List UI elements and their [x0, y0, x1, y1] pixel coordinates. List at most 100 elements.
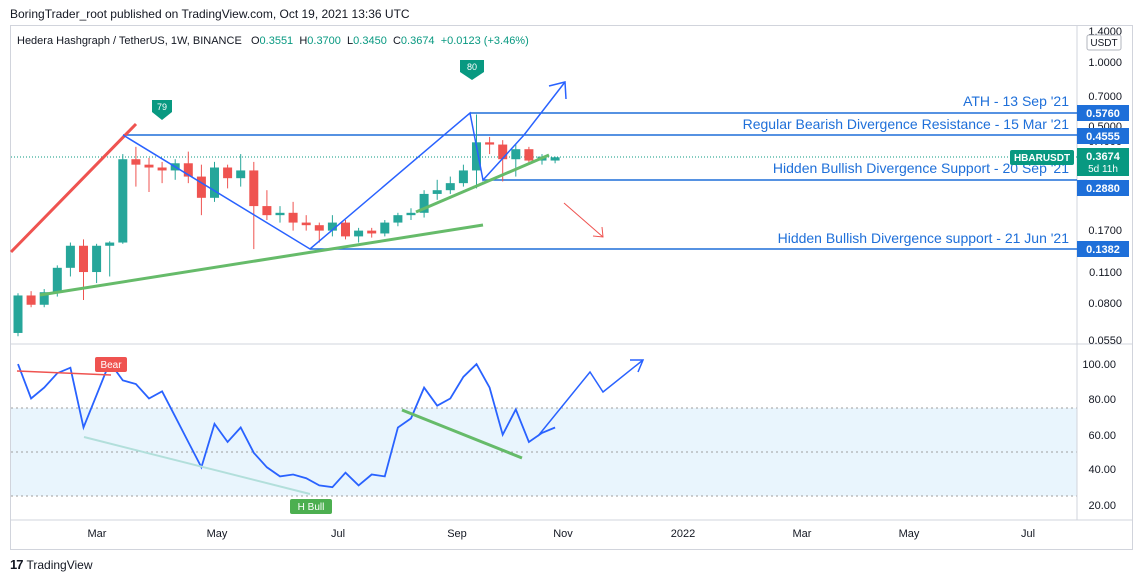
chart-frame: [10, 25, 1133, 550]
candle: [65, 242, 75, 277]
candle-body: [511, 149, 521, 160]
price-level-label: 0.5760: [1077, 105, 1129, 121]
price-tick-label: 0.0800: [1088, 298, 1122, 310]
rsi-axis[interactable]: 100.00 80.00 60.00 40.00 20.00: [1082, 359, 1116, 512]
candle: [524, 146, 534, 164]
candle: [13, 293, 23, 337]
candle-body: [79, 245, 88, 273]
rsi-projection-line: [537, 359, 644, 437]
rsi-tick-label: 20.00: [1088, 500, 1116, 512]
publisher-line: BoringTrader_root published on TradingVi…: [10, 7, 410, 21]
candle-body: [223, 167, 233, 179]
blue-zigzag: [122, 81, 566, 250]
ath-annotation: ATH - 13 Sep '21: [963, 93, 1069, 109]
price-level-label: 0.4555: [1077, 128, 1129, 144]
candle-body: [249, 170, 259, 207]
rsi-tick-label: 40.00: [1088, 464, 1116, 476]
candle: [210, 161, 219, 202]
legend-h-label: H: [299, 35, 308, 47]
candle-body: [144, 164, 154, 168]
rsi-tick-label: 100.00: [1082, 359, 1116, 371]
candle: [314, 222, 324, 243]
candle-body: [275, 212, 285, 216]
red-uptrend-line: [9, 122, 138, 254]
candle: [79, 239, 88, 300]
candle: [432, 179, 442, 200]
candle-body: [92, 245, 102, 273]
red-arrow-head: [592, 226, 604, 238]
candle-body: [65, 245, 75, 268]
candle: [39, 289, 49, 308]
rsi-hbull-line: [83, 436, 311, 495]
candle-body: [196, 176, 206, 198]
candle: [419, 190, 429, 218]
candle-body: [236, 170, 246, 179]
candle: [118, 154, 128, 244]
candle: [92, 243, 102, 284]
candle: [223, 164, 233, 189]
candle: [262, 190, 272, 221]
rsi-projection-arrow: [630, 359, 645, 373]
h-bull-label-text: H Bull: [298, 502, 325, 513]
time-tick-label: Jul: [1021, 528, 1035, 540]
candle-body: [367, 230, 377, 234]
support-sep-annotation: Hidden Bullish Divergence Support - 20 S…: [773, 160, 1069, 176]
currency-badge: USDT: [1086, 34, 1122, 51]
bear-label-text: Bear: [100, 360, 122, 371]
candle: [275, 206, 285, 223]
candle-body: [301, 222, 311, 226]
footer-brand: TradingView: [26, 557, 93, 572]
symbol-tag-price: 0.3674: [1086, 151, 1121, 163]
footer: 17 TradingView: [10, 557, 93, 572]
candle: [458, 164, 468, 187]
candle-body: [432, 190, 442, 194]
candle-body: [13, 295, 23, 333]
symbol-tag-countdown: 5d 11h: [1088, 164, 1118, 175]
candle: [144, 157, 154, 193]
flag-80: 80: [460, 60, 484, 80]
candle-body: [393, 215, 403, 223]
time-axis[interactable]: Mar May Jul Sep Nov 2022 Mar May Jul: [88, 528, 1036, 540]
legend-l-label: L: [347, 35, 354, 47]
candle: [445, 176, 455, 194]
legend-high: 0.3700: [307, 35, 341, 47]
candle-body: [314, 225, 324, 231]
currency-label: USDT: [1090, 38, 1117, 49]
price-labels: 0.5760 0.4555 0.2880 0.1382: [1077, 105, 1129, 257]
candle: [105, 241, 115, 277]
bear-label: Bear: [95, 357, 127, 372]
candle-body: [131, 159, 141, 165]
rsi-tick-label: 60.00: [1088, 430, 1116, 442]
candle: [367, 227, 377, 238]
time-tick-label: Mar: [793, 528, 812, 540]
candle: [157, 161, 167, 184]
legend-open: 0.3551: [259, 35, 294, 47]
candle: [406, 208, 416, 221]
price-level-label: 0.1382: [1077, 241, 1129, 257]
candle-body: [105, 242, 115, 246]
candle-body: [39, 292, 49, 305]
candle-body: [550, 157, 560, 161]
price-tick-label: 0.0550: [1088, 335, 1122, 347]
resistance-annotation: Regular Bearish Divergence Resistance - …: [743, 116, 1070, 132]
candle-body: [498, 144, 508, 160]
candle-body: [52, 267, 62, 293]
legend-o-label: O: [250, 35, 260, 47]
blue-arrow-head: [548, 81, 567, 100]
candle: [196, 164, 206, 216]
candle-body: [354, 230, 364, 237]
time-tick-label: May: [207, 528, 228, 540]
time-tick-label: 2022: [671, 528, 695, 540]
legend-close: 0.3674: [400, 35, 435, 47]
candle: [327, 215, 337, 237]
candle: [341, 220, 350, 240]
candle: [472, 114, 481, 189]
h-bull-label: H Bull: [290, 499, 332, 514]
candle-body: [262, 206, 272, 216]
candle: [380, 220, 390, 237]
symbol-tag: HBARUSDT 0.3674 5d 11h: [1010, 148, 1129, 176]
candle: [236, 154, 246, 187]
candle: [26, 291, 36, 308]
rsi-tick-label: 80.00: [1088, 394, 1116, 406]
